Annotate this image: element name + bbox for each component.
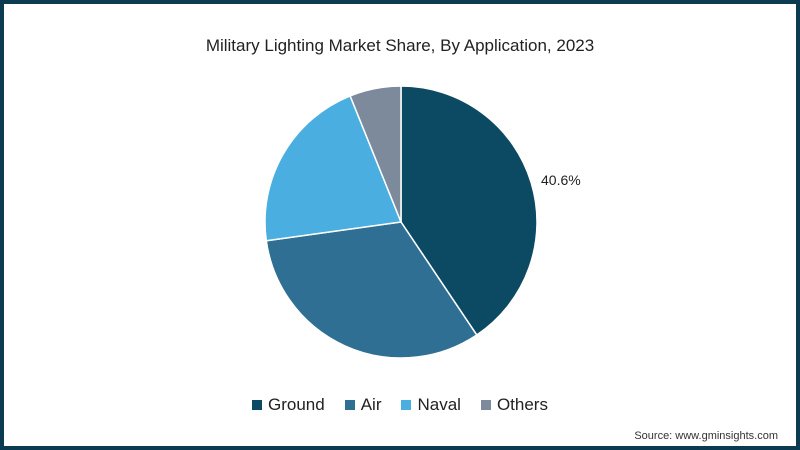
swatch-others [480,400,491,410]
pie-slice-others [349,85,402,223]
pie-slice-naval [264,94,403,242]
data-label-ground: 40.6% [541,172,581,188]
legend-item-naval: Naval [401,395,461,415]
pie-slice-air [265,221,478,359]
legend-item-others: Others [480,395,548,415]
swatch-air [344,400,355,410]
pie-chart [264,85,538,359]
pie-slice-ground [400,85,538,337]
source-note: Source: www.gminsights.com [634,430,778,442]
legend-item-ground: Ground [252,395,325,415]
chart-frame: Military Lighting Market Share, By Appli… [4,4,796,446]
swatch-naval [401,400,412,410]
swatch-ground [252,400,262,410]
legend-item-air: Air [344,395,381,415]
legend: Ground Air Naval Others [4,395,796,415]
chart-title: Military Lighting Market Share, By Appli… [205,36,595,55]
